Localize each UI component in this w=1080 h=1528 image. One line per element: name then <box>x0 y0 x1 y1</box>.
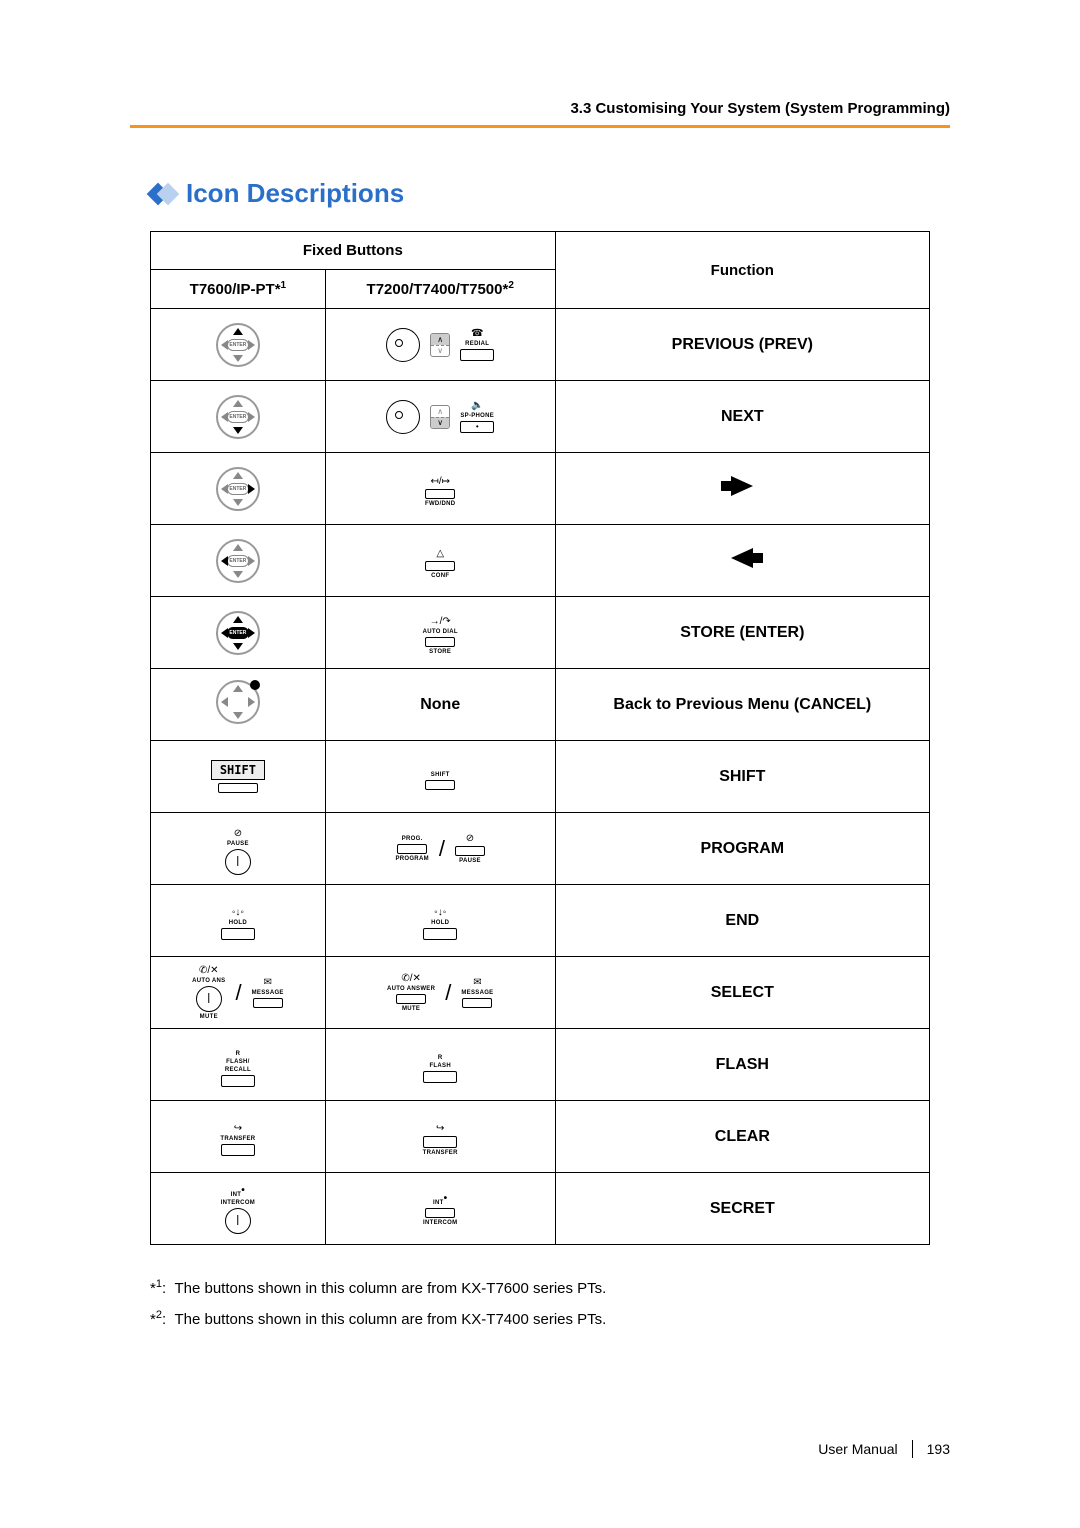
icon-redial: ∧∨ ☎REDIAL <box>325 309 555 381</box>
th-function: Function <box>555 232 929 309</box>
table-row: ENTER ↤/↦FWD/DND <box>151 453 930 525</box>
function-arrow-right <box>555 453 929 525</box>
icon-nav-down: ENTER <box>151 381 326 453</box>
function-label: SELECT <box>555 957 929 1029</box>
icon-shift-btn: SHIFT <box>325 741 555 813</box>
none-text: None <box>325 669 555 741</box>
th-fixed-buttons: Fixed Buttons <box>151 232 556 270</box>
function-label: PROGRAM <box>555 813 929 885</box>
function-label: NEXT <box>555 381 929 453</box>
icon-nav-left: ENTER <box>151 525 326 597</box>
icon-autodial-store: →/↷AUTO DIALSTORE <box>325 597 555 669</box>
icon-flash: RFLASH <box>325 1029 555 1101</box>
icon-nav-right: ENTER <box>151 453 326 525</box>
icon-hold-1: ◦↓◦HOLD <box>151 885 326 957</box>
icon-shift-key: SHIFT <box>151 741 326 813</box>
table-row: ✆/✕AUTO ANSMUTE / ✉MESSAGE ✆/✕AUTO ANSWE… <box>151 957 930 1029</box>
icon-autoans-msg-2: ✆/✕AUTO ANSWERMUTE / ✉MESSAGE <box>325 957 555 1029</box>
function-label: SHIFT <box>555 741 929 813</box>
table-row: None Back to Previous Menu (CANCEL) <box>151 669 930 741</box>
icon-transfer-1: ↪TRANSFER <box>151 1101 326 1173</box>
table-row: ENTER ∧∨ 🔈SP-PHONE• NEXT <box>151 381 930 453</box>
footnotes: *1: The buttons shown in this column are… <box>150 1273 950 1335</box>
th-col2: T7200/T7400/T7500*2 <box>325 270 555 309</box>
function-label: CLEAR <box>555 1101 929 1173</box>
page-footer: User Manual 193 <box>818 1440 950 1458</box>
th-col1: T7600/IP-PT*1 <box>151 270 326 309</box>
icon-nav-up: ENTER <box>151 309 326 381</box>
breadcrumb: 3.3 Customising Your System (System Prog… <box>130 100 950 125</box>
function-label: SECRET <box>555 1173 929 1245</box>
table-row: ENTER ∧∨ ☎REDIAL PREVIOUS (PREV) <box>151 309 930 381</box>
table-row: INT•INTERCOM INT•INTERCOM SECRET <box>151 1173 930 1245</box>
table-row: ↪TRANSFER ↪TRANSFER CLEAR <box>151 1101 930 1173</box>
table-row: SHIFT SHIFT SHIFT <box>151 741 930 813</box>
footer-page: 193 <box>927 1441 950 1457</box>
icon-transfer-2: ↪TRANSFER <box>325 1101 555 1173</box>
table-row: ENTER →/↷AUTO DIALSTORE STORE (ENTER) <box>151 597 930 669</box>
function-label: Back to Previous Menu (CANCEL) <box>555 669 929 741</box>
icon-conf: △CONF <box>325 525 555 597</box>
footnote-2: *2: The buttons shown in this column are… <box>150 1304 950 1335</box>
icon-nav-enter: ENTER <box>151 597 326 669</box>
icon-autoans-msg-1: ✆/✕AUTO ANSMUTE / ✉MESSAGE <box>151 957 326 1029</box>
section-title: Icon Descriptions <box>186 178 404 209</box>
table-row: ⊘PAUSE PROG.PROGRAM / ⊘PAUSE PROGRAM <box>151 813 930 885</box>
table-row: ◦↓◦HOLD ◦↓◦HOLD END <box>151 885 930 957</box>
diamond-icon <box>150 186 176 202</box>
icon-nav-cancel <box>151 669 326 741</box>
icon-descriptions-table: Fixed Buttons Function T7600/IP-PT*1 T72… <box>150 231 930 1245</box>
table-row: RFLASH/RECALL RFLASH FLASH <box>151 1029 930 1101</box>
footer-divider <box>912 1440 913 1458</box>
footer-manual: User Manual <box>818 1441 897 1457</box>
icon-intercom-1: INT•INTERCOM <box>151 1173 326 1245</box>
function-label: STORE (ENTER) <box>555 597 929 669</box>
header-rule <box>130 125 950 128</box>
function-arrow-left <box>555 525 929 597</box>
icon-fwddnd: ↤/↦FWD/DND <box>325 453 555 525</box>
icon-pause: ⊘PAUSE <box>151 813 326 885</box>
icon-spphone: ∧∨ 🔈SP-PHONE• <box>325 381 555 453</box>
footnote-1: *1: The buttons shown in this column are… <box>150 1273 950 1304</box>
icon-hold-2: ◦↓◦HOLD <box>325 885 555 957</box>
function-label: END <box>555 885 929 957</box>
function-label: FLASH <box>555 1029 929 1101</box>
icon-intercom-2: INT•INTERCOM <box>325 1173 555 1245</box>
icon-prog-pause: PROG.PROGRAM / ⊘PAUSE <box>325 813 555 885</box>
table-row: ENTER △CONF <box>151 525 930 597</box>
section-heading: Icon Descriptions <box>130 178 950 209</box>
icon-flash-recall: RFLASH/RECALL <box>151 1029 326 1101</box>
function-label: PREVIOUS (PREV) <box>555 309 929 381</box>
